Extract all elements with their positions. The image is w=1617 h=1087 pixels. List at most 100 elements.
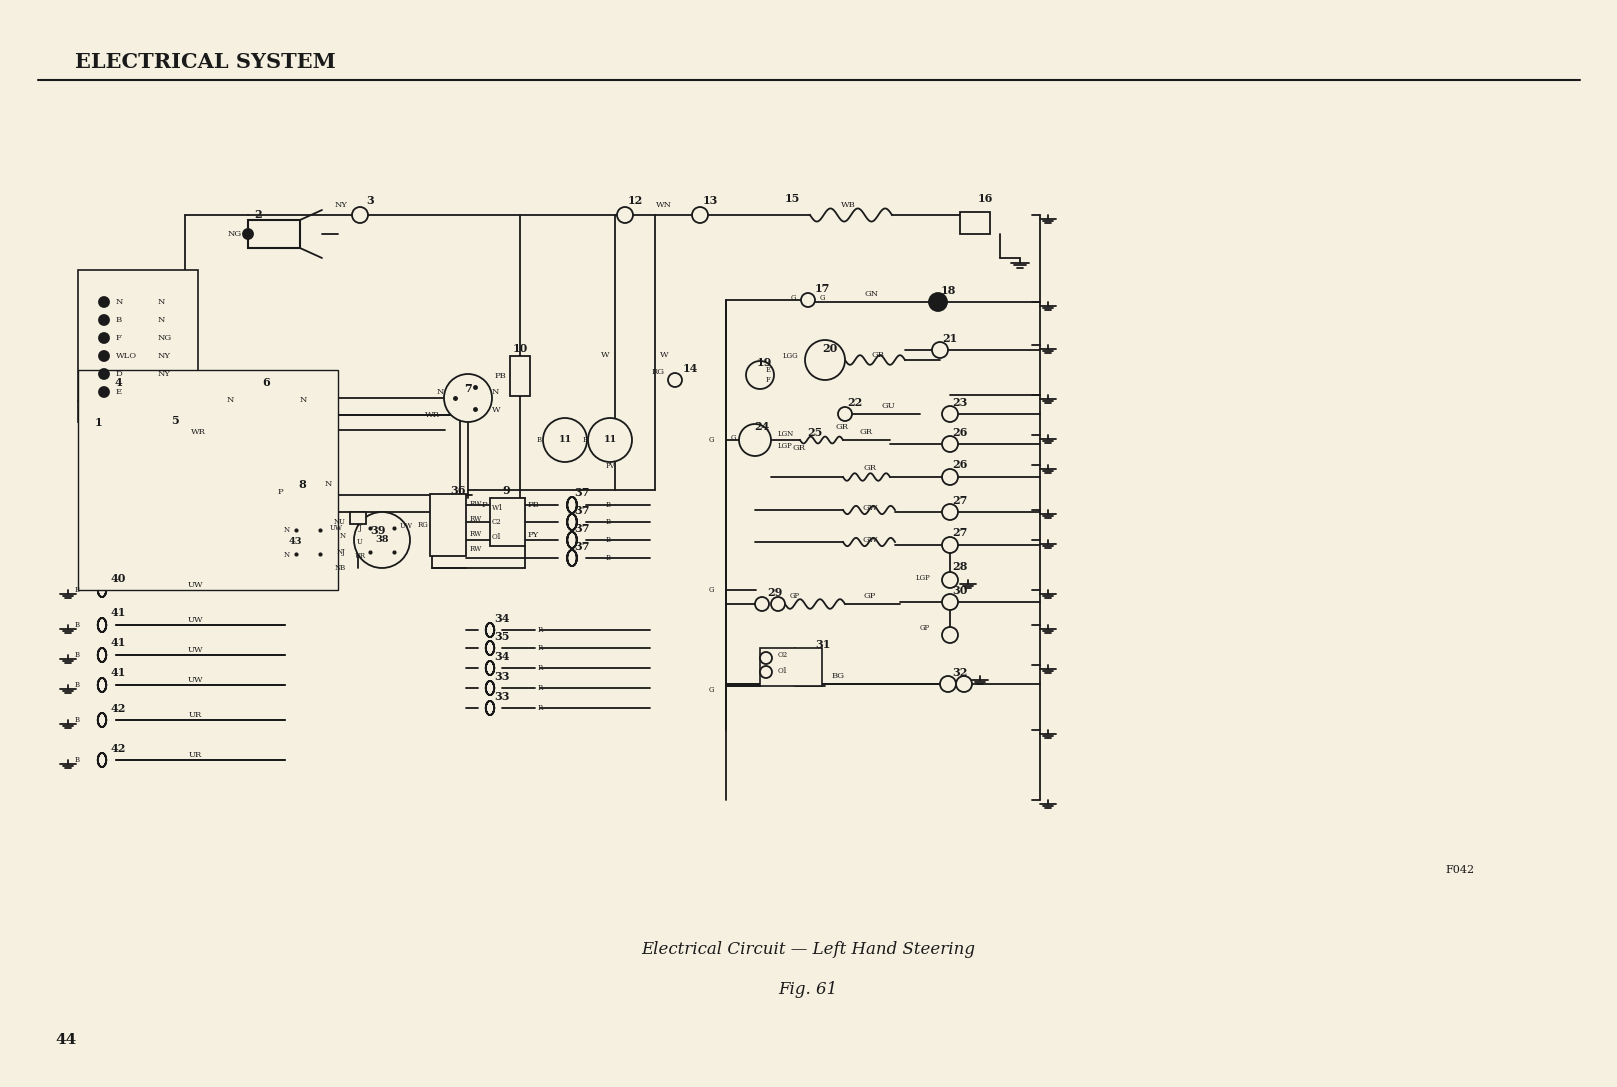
Circle shape	[943, 407, 957, 422]
Text: GR: GR	[863, 464, 876, 472]
Bar	[960, 212, 990, 234]
Text: PY: PY	[529, 532, 538, 539]
Text: UW: UW	[330, 524, 343, 532]
Circle shape	[99, 333, 108, 343]
Circle shape	[943, 627, 957, 644]
Text: B: B	[537, 436, 542, 443]
Text: N: N	[301, 396, 307, 404]
Text: 43: 43	[288, 537, 302, 547]
Text: W1: W1	[492, 504, 505, 512]
Text: 7: 7	[464, 383, 472, 393]
Text: RW: RW	[471, 545, 482, 553]
Circle shape	[943, 594, 957, 610]
Text: NG: NG	[158, 334, 171, 342]
Circle shape	[354, 512, 411, 569]
Text: 26: 26	[952, 460, 967, 471]
Text: 11: 11	[603, 436, 616, 445]
Text: GW: GW	[862, 536, 878, 544]
Text: 24: 24	[754, 422, 770, 433]
Text: ELECTRICAL SYSTEM: ELECTRICAL SYSTEM	[74, 52, 336, 72]
Text: N: N	[226, 396, 234, 404]
Circle shape	[445, 374, 492, 422]
Text: GP: GP	[920, 624, 930, 632]
Text: E: E	[766, 366, 771, 374]
Text: 19: 19	[757, 358, 771, 368]
Text: N: N	[158, 298, 165, 307]
Circle shape	[99, 315, 108, 325]
Bar	[78, 270, 197, 422]
Text: N: N	[492, 388, 500, 396]
Text: W: W	[660, 351, 668, 359]
Text: 25: 25	[807, 426, 823, 437]
Text: 21: 21	[943, 333, 957, 343]
Text: 39: 39	[370, 525, 385, 536]
Circle shape	[755, 597, 770, 611]
Text: 35: 35	[495, 632, 509, 642]
Text: R: R	[537, 684, 543, 692]
Text: 37: 37	[574, 523, 590, 534]
Text: RG: RG	[652, 368, 665, 376]
Text: LGP: LGP	[915, 574, 930, 582]
Text: F: F	[766, 376, 771, 384]
Text: GN: GN	[865, 290, 880, 298]
Text: 20: 20	[823, 342, 838, 353]
Text: 44: 44	[55, 1033, 76, 1047]
Text: Electrical Circuit — Left Hand Steering: Electrical Circuit — Left Hand Steering	[640, 941, 975, 959]
Text: NJ: NJ	[336, 548, 346, 555]
Circle shape	[353, 207, 369, 223]
Text: G: G	[708, 686, 715, 694]
Bar	[509, 357, 530, 396]
Text: P: P	[278, 488, 283, 496]
Text: LGP: LGP	[778, 442, 792, 450]
Circle shape	[931, 342, 948, 358]
Text: N: N	[340, 532, 346, 540]
Text: RW: RW	[471, 500, 482, 508]
Text: 29: 29	[768, 587, 783, 598]
Circle shape	[302, 488, 317, 502]
Text: BG: BG	[831, 672, 844, 680]
Text: 37: 37	[574, 487, 590, 499]
Text: R: R	[537, 644, 543, 652]
Text: GR: GR	[860, 428, 873, 436]
Circle shape	[243, 229, 252, 239]
Text: 23: 23	[952, 397, 967, 408]
Circle shape	[668, 373, 682, 387]
Text: 17: 17	[815, 283, 830, 293]
Text: UR: UR	[354, 552, 365, 560]
Circle shape	[760, 666, 771, 678]
Text: NY: NY	[335, 201, 348, 209]
Circle shape	[943, 468, 957, 485]
Text: 41: 41	[110, 667, 126, 678]
Bar	[490, 498, 526, 546]
Text: 16: 16	[977, 192, 993, 203]
Text: N: N	[437, 388, 445, 396]
Text: B: B	[605, 536, 611, 544]
Circle shape	[943, 572, 957, 588]
Text: WR: WR	[425, 411, 440, 418]
Text: G: G	[820, 293, 826, 302]
Text: 12: 12	[627, 195, 642, 205]
Text: UW: UW	[188, 646, 202, 654]
Bar	[78, 370, 338, 590]
Text: 9: 9	[503, 485, 509, 496]
Circle shape	[943, 436, 957, 452]
Text: GP: GP	[863, 592, 876, 600]
Text: NB: NB	[335, 564, 346, 572]
Text: PV: PV	[605, 462, 614, 470]
Text: RG: RG	[417, 521, 429, 529]
Text: GR: GR	[792, 443, 805, 452]
Circle shape	[800, 293, 815, 307]
Circle shape	[956, 676, 972, 692]
Text: UW: UW	[188, 676, 202, 684]
Circle shape	[939, 676, 956, 692]
Text: E: E	[116, 388, 123, 396]
Text: C2: C2	[492, 518, 501, 526]
Text: F042: F042	[1446, 865, 1475, 875]
Text: R: R	[537, 664, 543, 672]
Text: 30: 30	[952, 585, 967, 596]
Text: GP: GP	[791, 592, 800, 600]
Text: UR: UR	[188, 751, 202, 759]
Text: 14: 14	[682, 362, 697, 374]
Circle shape	[838, 407, 852, 421]
Text: PB: PB	[495, 372, 506, 380]
